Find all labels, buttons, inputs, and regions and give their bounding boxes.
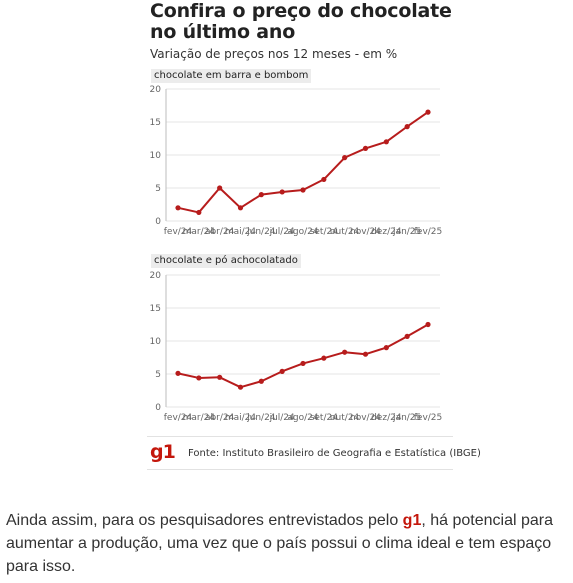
data-point[interactable] [175,205,181,211]
x-tick-label: out/24 [330,413,359,423]
y-tick-label: 10 [150,151,162,161]
x-tick-label: fev/24 [164,413,193,423]
x-tick-label: nov/24 [350,413,381,423]
x-tick-label: fev/24 [164,227,193,237]
y-tick-label: 20 [150,271,162,281]
paragraph-text-before: Ainda assim, para os pesquisadores entre… [6,512,403,529]
article-paragraph: Ainda assim, para os pesquisadores entre… [6,509,566,578]
y-tick-label: 20 [150,85,162,95]
data-point[interactable] [196,209,202,216]
chart-title: Confira o preço do chocolate no último a… [150,0,452,43]
data-point[interactable] [217,374,223,380]
x-tick-label: set/24 [310,413,339,423]
paragraph-brand-link[interactable]: g1 [402,512,422,529]
data-point[interactable] [258,378,264,384]
x-tick-label: set/24 [310,227,339,237]
data-point[interactable] [300,187,306,193]
x-tick-label: dez/24 [371,227,402,237]
footer-divider-bottom [147,469,453,470]
line-chart-po-achocolatado: 0 5 10 15 20 fev/24mar/24abr/24mai/24jun/24ju… [150,271,443,423]
data-point[interactable] [425,109,431,115]
data-point[interactable] [300,360,306,367]
data-point[interactable] [217,185,223,191]
data-point[interactable] [362,145,369,151]
y-tick-label: 0 [155,217,161,227]
data-point[interactable] [404,333,410,339]
x-tick-label: mar/24 [183,413,216,423]
x-tick-label: jan/25 [392,413,421,423]
x-tick-label: abr/24 [205,227,235,237]
x-tick-label: fev/25 [414,413,443,423]
y-tick-label: 10 [150,337,162,347]
data-point[interactable] [237,384,244,390]
x-tick-label: jul/24 [269,413,295,423]
x-tick-label: ago/24 [287,413,318,423]
x-tick-label: ago/24 [287,227,318,237]
g1-logo: g1 [150,441,176,463]
data-point[interactable] [279,189,285,195]
x-tick-label: fev/25 [414,227,443,237]
x-tick-label: dez/24 [371,413,402,423]
x-tick-label: jun/24 [246,227,276,237]
x-tick-label: mar/24 [183,227,216,237]
line-chart-barra-bombom: 0 5 10 15 20 fev/24mar/24abr/24mai/24jun/24ju… [150,85,443,237]
y-tick-label: 0 [155,403,161,413]
data-point[interactable] [342,155,348,161]
x-tick-label: nov/24 [350,227,381,237]
y-tick-label: 15 [150,118,161,128]
data-point[interactable] [383,345,389,351]
panel-label-barra-bombom: chocolate em barra e bombom [151,69,312,83]
y-tick-label: 5 [155,184,161,194]
x-tick-label: out/24 [330,227,359,237]
x-tick-label: jul/24 [269,227,295,237]
data-point[interactable] [196,375,202,381]
data-point[interactable] [383,139,389,145]
paragraph-text-after: , há potencial para aumentar a produção,… [6,512,553,575]
x-tick-label: abr/24 [205,413,235,423]
panel-label-po-achocolatado: chocolate e pó achocolatado [151,254,301,268]
series-line [177,323,429,389]
x-tick-label: mai/24 [225,227,257,237]
x-tick-label: jan/25 [392,227,421,237]
data-point[interactable] [342,349,348,355]
y-tick-label: 15 [150,304,161,314]
chart-subtitle: Variação de preços nos 12 meses - em % [150,47,398,61]
footer-divider-top [147,436,453,437]
x-tick-label: jun/24 [246,413,276,423]
data-point[interactable] [321,355,327,361]
data-point[interactable] [175,370,181,376]
data-point[interactable] [425,321,431,328]
source-note: Fonte: Instituto Brasileiro de Geografia… [188,448,481,459]
y-tick-label: 5 [155,370,161,380]
data-point[interactable] [404,124,410,130]
data-point[interactable] [279,368,285,374]
data-point[interactable] [258,192,264,198]
data-point[interactable] [321,176,327,183]
x-tick-label: mai/24 [225,413,257,423]
data-point[interactable] [362,351,369,357]
data-point[interactable] [237,205,244,211]
